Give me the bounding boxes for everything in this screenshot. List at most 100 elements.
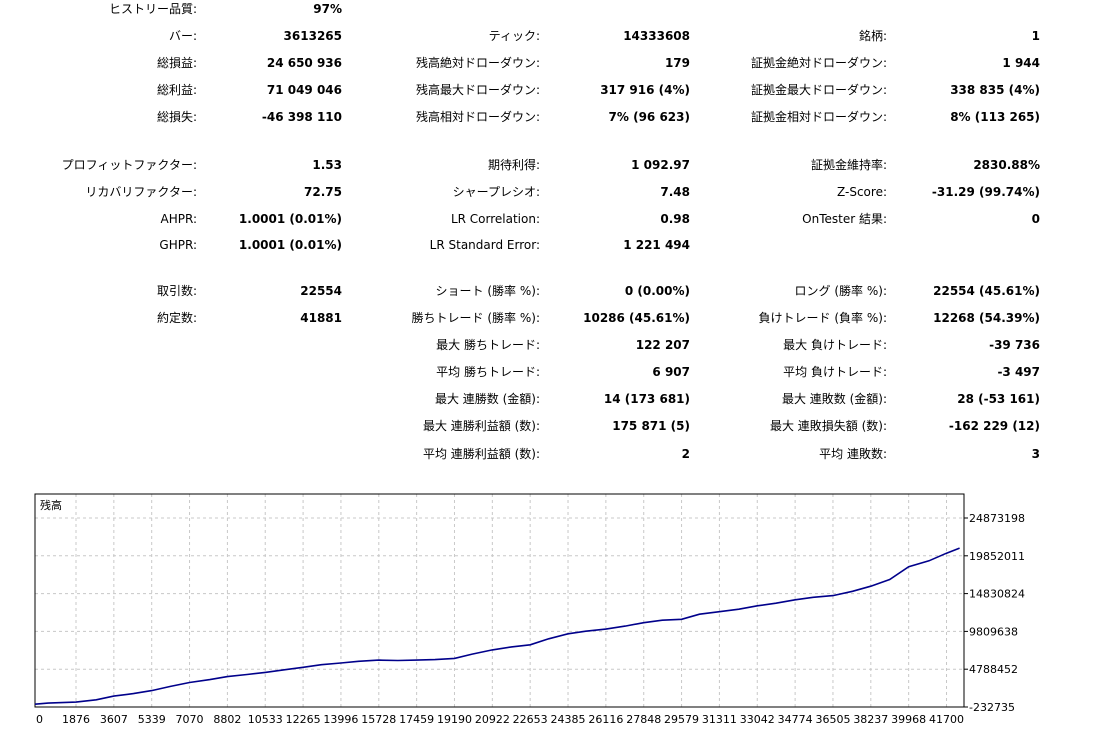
total-net-profit-value: 24 650 936 xyxy=(266,56,342,70)
short-trades-value: 0 (0.00%) xyxy=(624,284,690,298)
equity-dd-rel-label: 証拠金相対ドローダウン: xyxy=(750,110,887,124)
long-trades-value: 22554 (45.61%) xyxy=(933,284,1040,298)
largest-loss-value: -39 736 xyxy=(989,338,1040,352)
y-tick-label: -232735 xyxy=(969,701,1015,714)
lr-std-error-value: 1 221 494 xyxy=(623,238,690,252)
max-consec-profit-value: 175 871 (5) xyxy=(612,419,690,433)
avg-loss-value: -3 497 xyxy=(997,365,1040,379)
ghpr-value: 1.0001 (0.01%) xyxy=(238,238,342,252)
ghpr-label: GHPR: xyxy=(159,238,197,252)
gross-loss-label: 総損失: xyxy=(156,110,197,124)
margin-level-label: 証拠金維持率: xyxy=(810,158,887,172)
max-consec-profit-label: 最大 連勝利益額 (数): xyxy=(422,419,540,433)
y-tick-label: 19852011 xyxy=(969,550,1025,563)
x-tick-label: 26116 xyxy=(588,713,623,726)
equity-dd-abs-value: 1 944 xyxy=(1002,56,1040,70)
gross-loss-value: -46 398 110 xyxy=(261,110,342,124)
x-tick-label: 36505 xyxy=(815,713,850,726)
y-tick-label: 9809638 xyxy=(969,625,1018,638)
loss-trades-value: 12268 (54.39%) xyxy=(933,311,1040,325)
symbols-value: 1 xyxy=(1031,29,1040,43)
gross-profit-value: 71 049 046 xyxy=(266,83,342,97)
balance-dd-abs-value: 179 xyxy=(664,56,690,70)
lr-std-error-label: LR Standard Error: xyxy=(429,238,540,252)
equity-dd-rel-value: 8% (113 265) xyxy=(950,110,1040,124)
avg-profit-value: 6 907 xyxy=(652,365,690,379)
x-tick-label: 29579 xyxy=(664,713,699,726)
avg-consec-losses-label: 平均 連敗数: xyxy=(819,447,887,461)
avg-consec-wins-label: 平均 連勝利益額 (数): xyxy=(422,447,540,461)
x-tick-label: 3607 xyxy=(100,713,128,726)
sharpe-ratio-value: 7.48 xyxy=(660,185,690,199)
x-tick-label: 33042 xyxy=(740,713,775,726)
x-tick-label: 10533 xyxy=(248,713,283,726)
max-consec-wins-value: 14 (173 681) xyxy=(603,392,690,406)
x-tick-label: 38237 xyxy=(853,713,888,726)
x-tick-label: 41700 xyxy=(929,713,964,726)
profit-factor-label: プロフィットファクター: xyxy=(61,158,197,172)
z-score-value: -31.29 (99.74%) xyxy=(931,185,1040,199)
x-tick-label: 8802 xyxy=(213,713,241,726)
max-consec-loss-value: -162 229 (12) xyxy=(948,419,1040,433)
bars-value: 3613265 xyxy=(283,29,342,43)
equity-dd-abs-label: 証拠金絶対ドローダウン: xyxy=(750,56,887,70)
x-tick-label: 27848 xyxy=(626,713,661,726)
chart-title: 残高 xyxy=(40,498,62,512)
expected-payoff-label: 期待利得: xyxy=(487,158,540,172)
long-trades-label: ロング (勝率 %): xyxy=(794,284,887,298)
equity-dd-max-value: 338 835 (4%) xyxy=(950,83,1040,97)
balance-dd-max-value: 317 916 (4%) xyxy=(600,83,690,97)
x-tick-label: 22653 xyxy=(513,713,548,726)
max-consec-wins-label: 最大 連勝数 (金額): xyxy=(434,392,540,406)
balance-dd-rel-value: 7% (96 623) xyxy=(608,110,690,124)
history-quality-value: 97% xyxy=(313,2,342,16)
ahpr-label: AHPR: xyxy=(160,212,197,226)
x-tick-label: 15728 xyxy=(361,713,396,726)
ticks-value: 14333608 xyxy=(623,29,690,43)
profit-trades-label: 勝ちトレード (勝率 %): xyxy=(411,311,540,325)
y-tick-label: 4788452 xyxy=(969,663,1018,676)
short-trades-label: ショート (勝率 %): xyxy=(435,284,540,298)
largest-profit-value: 122 207 xyxy=(635,338,690,352)
largest-profit-label: 最大 勝ちトレード: xyxy=(436,338,540,352)
balance-chart-svg: 24873198 19852011 14830824 9809638 4788452 -2… xyxy=(34,493,1025,726)
y-tick-label: 24873198 xyxy=(969,512,1025,525)
gross-profit-label: 総利益: xyxy=(156,83,197,97)
balance-dd-max-label: 残高最大ドローダウン: xyxy=(415,83,540,97)
sharpe-ratio-label: シャープレシオ: xyxy=(452,185,540,199)
chart-plot-frame xyxy=(34,493,965,708)
avg-loss-label: 平均 負けトレード: xyxy=(783,365,887,379)
x-tick-label: 19190 xyxy=(437,713,472,726)
x-tick-label: 39968 xyxy=(891,713,926,726)
x-tick-label: 31311 xyxy=(702,713,737,726)
balance-chart: 24873198 19852011 14830824 9809638 4788452 -2… xyxy=(0,488,1099,736)
total-trades-label: 取引数: xyxy=(156,284,197,298)
max-consec-losses-label: 最大 連敗数 (金額): xyxy=(781,392,887,406)
ontester-label: OnTester 結果: xyxy=(802,212,887,226)
x-tick-label: 1876 xyxy=(62,713,90,726)
margin-level-value: 2830.88% xyxy=(973,158,1040,172)
y-tick-label: 14830824 xyxy=(969,588,1025,601)
largest-loss-label: 最大 負けトレード: xyxy=(783,338,887,352)
total-deals-value: 41881 xyxy=(300,311,342,325)
balance-dd-rel-label: 残高相対ドローダウン: xyxy=(415,110,540,124)
total-deals-label: 約定数: xyxy=(156,311,197,325)
equity-dd-max-label: 証拠金最大ドローダウン: xyxy=(750,83,887,97)
x-tick-label: 20922 xyxy=(475,713,510,726)
total-trades-value: 22554 xyxy=(300,284,342,298)
ahpr-value: 1.0001 (0.01%) xyxy=(238,212,342,226)
x-tick-label: 17459 xyxy=(399,713,434,726)
loss-trades-label: 負けトレード (負率 %): xyxy=(758,311,887,325)
avg-consec-wins-value: 2 xyxy=(681,447,690,461)
recovery-factor-value: 72.75 xyxy=(304,185,342,199)
x-tick-label: 0 xyxy=(36,713,43,726)
profit-trades-value: 10286 (45.61%) xyxy=(583,311,690,325)
max-consec-losses-value: 28 (-53 161) xyxy=(957,392,1040,406)
balance-series-line xyxy=(34,547,960,705)
avg-profit-label: 平均 勝ちトレード: xyxy=(436,365,540,379)
x-tick-label: 24385 xyxy=(551,713,586,726)
expected-payoff-value: 1 092.97 xyxy=(631,158,690,172)
history-quality-label: ヒストリー品質: xyxy=(108,2,197,16)
x-tick-label: 5339 xyxy=(138,713,166,726)
avg-consec-losses-value: 3 xyxy=(1031,447,1040,461)
